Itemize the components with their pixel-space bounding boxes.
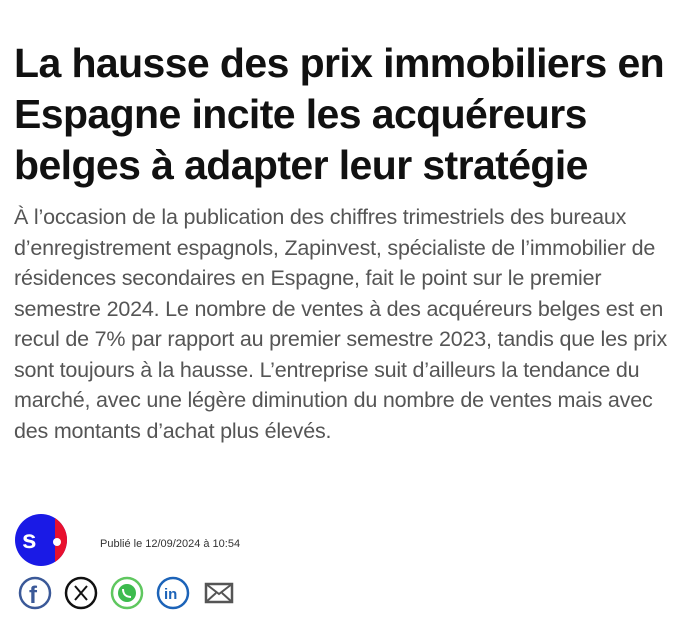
mail-icon[interactable] — [202, 576, 236, 610]
linkedin-icon[interactable]: in — [156, 576, 190, 610]
publish-date: Publié le 12/09/2024 à 10:54 — [100, 538, 241, 550]
svg-text:s: s — [22, 524, 36, 554]
facebook-icon[interactable]: f — [18, 576, 52, 610]
source-logo[interactable]: s — [15, 514, 67, 566]
whatsapp-icon[interactable] — [110, 576, 144, 610]
svg-text:f: f — [29, 582, 38, 609]
article-title: La hausse des prix immobiliers en Espagn… — [14, 40, 665, 188]
x-icon[interactable] — [64, 576, 98, 610]
article-lead: À l’occasion de la publication des chiff… — [14, 205, 668, 443]
svg-text:in: in — [164, 586, 177, 603]
share-bar: f in — [18, 576, 236, 610]
